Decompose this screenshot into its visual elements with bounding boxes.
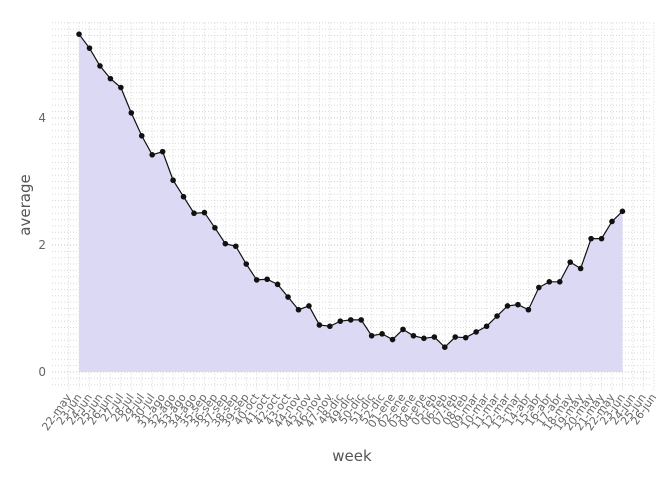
point	[421, 335, 427, 342]
point	[431, 334, 438, 340]
point	[285, 294, 291, 300]
point	[253, 277, 260, 283]
point	[201, 209, 208, 216]
point	[473, 329, 479, 335]
point	[170, 177, 176, 184]
point	[358, 317, 365, 323]
point	[97, 63, 103, 69]
point	[494, 313, 500, 319]
point	[577, 265, 584, 272]
point	[410, 332, 417, 339]
point	[222, 240, 229, 247]
point	[243, 261, 250, 267]
area	[79, 34, 623, 372]
point	[327, 323, 333, 330]
point	[138, 132, 145, 139]
point	[379, 331, 385, 337]
point	[567, 259, 573, 265]
point	[504, 303, 511, 309]
y-tick-label: 2	[38, 238, 46, 252]
point	[76, 31, 82, 37]
point	[609, 218, 615, 225]
point	[337, 318, 344, 324]
point	[462, 334, 469, 341]
point	[400, 326, 406, 333]
point	[128, 110, 135, 116]
y-tick-label: 4	[38, 111, 46, 125]
point	[149, 152, 155, 158]
point	[180, 193, 187, 200]
point	[86, 45, 93, 51]
point	[442, 344, 448, 350]
point	[536, 284, 542, 291]
point	[264, 276, 270, 283]
point	[118, 84, 124, 91]
point	[159, 148, 166, 155]
point	[515, 301, 521, 308]
point	[452, 334, 459, 340]
point	[274, 281, 281, 288]
point	[368, 332, 375, 339]
y-axis-title: average	[16, 174, 34, 235]
point	[389, 336, 396, 343]
point	[588, 235, 594, 242]
point	[619, 208, 626, 215]
y-tick-label: 0	[38, 365, 46, 379]
point	[316, 322, 323, 328]
point	[546, 278, 553, 285]
point	[107, 75, 114, 82]
point	[191, 210, 197, 217]
point	[306, 303, 312, 309]
point	[525, 306, 532, 313]
point	[212, 225, 218, 231]
x-axis-title: week	[332, 447, 372, 465]
point	[483, 323, 490, 330]
point	[598, 235, 605, 242]
point	[295, 306, 302, 313]
point	[556, 278, 563, 285]
point	[347, 317, 354, 323]
point	[233, 243, 239, 250]
